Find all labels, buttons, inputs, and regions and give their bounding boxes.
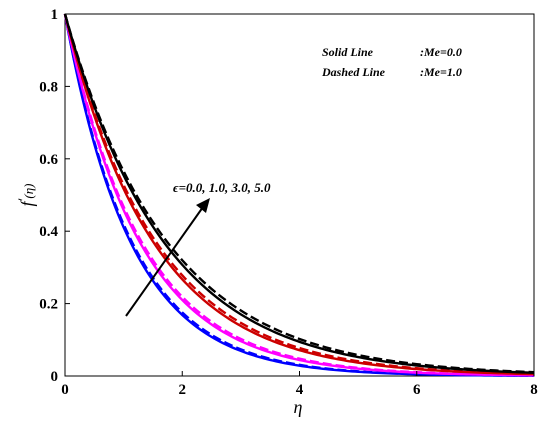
- y-axis-label: f′(η): [15, 184, 37, 207]
- y-axis-label-main: f: [17, 198, 37, 206]
- x-tick-label: 6: [413, 382, 421, 398]
- series-2-solid-line: [63, 13, 535, 377]
- x-tick-label: 8: [530, 382, 538, 398]
- legend-solid-label: Solid Line: [322, 45, 374, 59]
- y-tick-label: 0.6: [39, 152, 58, 168]
- y-tick-label: 0.4: [39, 224, 58, 240]
- x-tick-label: 0: [61, 382, 69, 398]
- legend-solid-value: :Me=0.0: [420, 45, 462, 59]
- series-1-solid-line: [63, 13, 535, 377]
- ticks-group: 0 2 4 6 8 0 0.2 0.4 0.6 0.8 1: [39, 7, 538, 398]
- series-3-solid-line: [63, 13, 535, 376]
- plot-frame: [64, 13, 535, 377]
- legend-dashed-label: Dashed Line: [321, 65, 386, 79]
- trend-arrow-head: [196, 198, 210, 213]
- legend-dashed-value: :Me=1.0: [420, 65, 462, 79]
- y-axis-label-prime: ′: [15, 198, 30, 201]
- series-4-solid-line: [63, 13, 535, 374]
- y-tick-label: 0.2: [39, 297, 58, 313]
- epsilon-annotation: ϵ=0.0, 1.0, 3.0, 5.0: [173, 180, 271, 195]
- y-tick-label: 0: [51, 369, 59, 385]
- series-2-dashed-line: [63, 13, 535, 377]
- y-axis-label-arg: (η): [21, 184, 36, 199]
- y-tick-label: 0.8: [39, 79, 58, 95]
- x-tick-label: 2: [179, 382, 187, 398]
- series-3-dashed-line: [63, 13, 535, 376]
- series-4-dashed-line: [63, 13, 535, 374]
- series-1-dashed-line: [63, 13, 535, 377]
- x-axis-label: η: [294, 397, 303, 417]
- y-tick-label: 1: [51, 7, 59, 23]
- x-tick-label: 4: [296, 382, 304, 398]
- curves-group: [63, 13, 535, 377]
- trend-arrow-shaft: [125, 206, 204, 317]
